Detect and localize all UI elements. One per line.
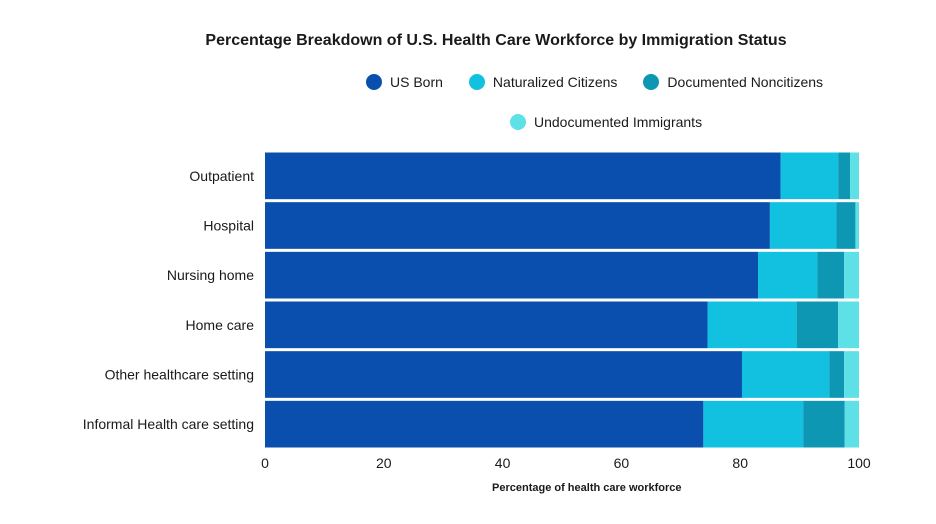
legend-row-1: US Born Naturalized Citizens Documented …	[366, 74, 823, 90]
bar-hospital-undocumented-immigrants	[855, 202, 859, 249]
bar-hospital-documented-noncitizens	[836, 202, 856, 249]
legend-item-naturalized-citizens: Naturalized Citizens	[468, 74, 618, 90]
x-tick-label-20: 20	[376, 455, 392, 471]
legend-label-undocumented-immigrants: Undocumented Immigrants	[534, 114, 703, 130]
bar-other-healthcare-setting-undocumented-immigrants	[844, 351, 859, 398]
bar-home-care-us-born	[265, 301, 708, 349]
bar-home-care-undocumented-immigrants	[838, 301, 859, 349]
legend-dot-undocumented-immigrants	[510, 114, 526, 130]
bar-other-healthcare-setting-us-born	[265, 351, 742, 398]
x-tick-label-60: 60	[614, 455, 630, 471]
x-axis-label: Percentage of health care workforce	[492, 482, 682, 494]
legend-item-documented-noncitizens: Documented Noncitizens	[643, 74, 823, 90]
category-label-hospital: Hospital	[203, 218, 254, 234]
bar-other-healthcare-setting-documented-noncitizens	[829, 351, 845, 398]
legend-item-undocumented-immigrants: Undocumented Immigrants	[510, 114, 702, 130]
bar-home-care-documented-noncitizens	[796, 301, 839, 349]
bar-other-healthcare-setting-naturalized-citizens	[741, 351, 830, 398]
category-label-outpatient: Outpatient	[189, 168, 254, 184]
x-tick-label-100: 100	[847, 455, 871, 471]
bar-informal-health-care-setting-undocumented-immigrants	[844, 400, 859, 448]
bar-outpatient-us-born	[265, 152, 781, 200]
bar-nursing-home-us-born	[265, 251, 759, 299]
category-label-nursing-home: Nursing home	[167, 267, 254, 283]
legend-dot-documented-noncitizens	[643, 74, 660, 90]
legend-dot-naturalized-citizens	[468, 74, 485, 90]
legend-row-2: Undocumented Immigrants	[510, 114, 702, 130]
legend-item-us-born: US Born	[366, 74, 443, 90]
legend-dot-us-born	[366, 74, 382, 90]
legend-label-documented-noncitizens: Documented Noncitizens	[667, 74, 824, 90]
category-label-home-care: Home care	[186, 317, 255, 333]
bar-nursing-home-documented-noncitizens	[817, 251, 845, 299]
x-tick-label-80: 80	[732, 455, 748, 471]
x-tick-label-0: 0	[261, 455, 269, 471]
bar-hospital-naturalized-citizens	[769, 202, 837, 249]
bar-home-care-naturalized-citizens	[707, 301, 797, 349]
bar-hospital-us-born	[265, 202, 770, 249]
bar-informal-health-care-setting-documented-noncitizens	[803, 400, 845, 448]
x-tick-label-40: 40	[495, 455, 511, 471]
bar-outpatient-documented-noncitizens	[838, 152, 851, 200]
bar-outpatient-naturalized-citizens	[780, 152, 839, 200]
chart-title: Percentage Breakdown of U.S. Health Care…	[205, 32, 787, 49]
bar-outpatient-undocumented-immigrants	[850, 152, 859, 200]
legend-label-naturalized-citizens: Naturalized Citizens	[492, 74, 618, 90]
bar-informal-health-care-setting-naturalized-citizens	[703, 400, 804, 448]
bar-informal-health-care-setting-us-born	[265, 400, 704, 448]
bar-nursing-home-undocumented-immigrants	[844, 251, 859, 299]
bar-nursing-home-naturalized-citizens	[758, 251, 818, 299]
category-label-informal-health-care-setting: Informal Health care setting	[83, 416, 254, 432]
category-label-other-healthcare-setting: Other healthcare setting	[105, 367, 254, 383]
legend-label-us-born: US Born	[390, 74, 443, 90]
